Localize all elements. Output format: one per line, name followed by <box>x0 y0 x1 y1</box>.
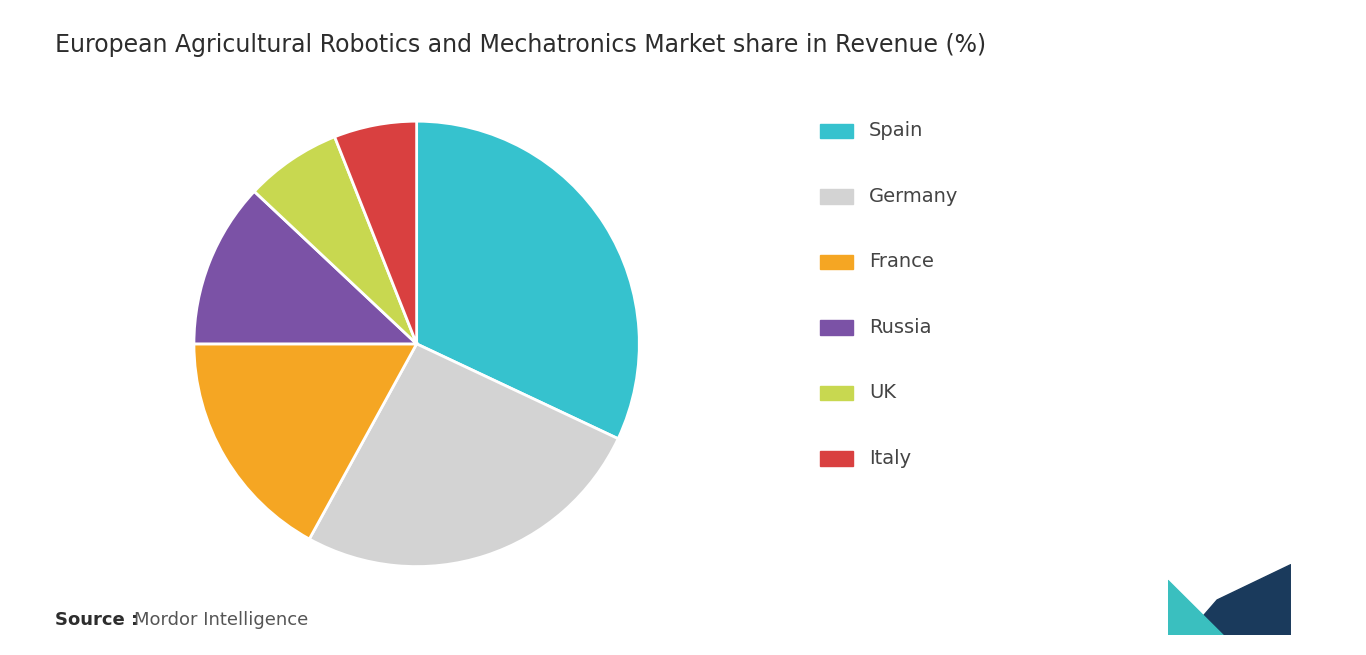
Wedge shape <box>194 344 417 539</box>
Wedge shape <box>309 344 619 567</box>
Text: Mordor Intelligence: Mordor Intelligence <box>134 611 309 629</box>
Text: Germany: Germany <box>869 187 959 206</box>
Wedge shape <box>417 121 639 439</box>
Text: Spain: Spain <box>869 121 923 141</box>
Text: Source :: Source : <box>55 611 138 629</box>
Polygon shape <box>1186 565 1291 635</box>
Wedge shape <box>254 137 417 344</box>
Wedge shape <box>335 121 417 344</box>
Text: UK: UK <box>869 383 896 403</box>
Wedge shape <box>194 191 417 344</box>
Text: Russia: Russia <box>869 318 932 337</box>
Text: European Agricultural Robotics and Mechatronics Market share in Revenue (%): European Agricultural Robotics and Mecha… <box>55 33 986 57</box>
Text: Italy: Italy <box>869 449 911 468</box>
Text: France: France <box>869 252 934 272</box>
Polygon shape <box>1168 580 1224 635</box>
